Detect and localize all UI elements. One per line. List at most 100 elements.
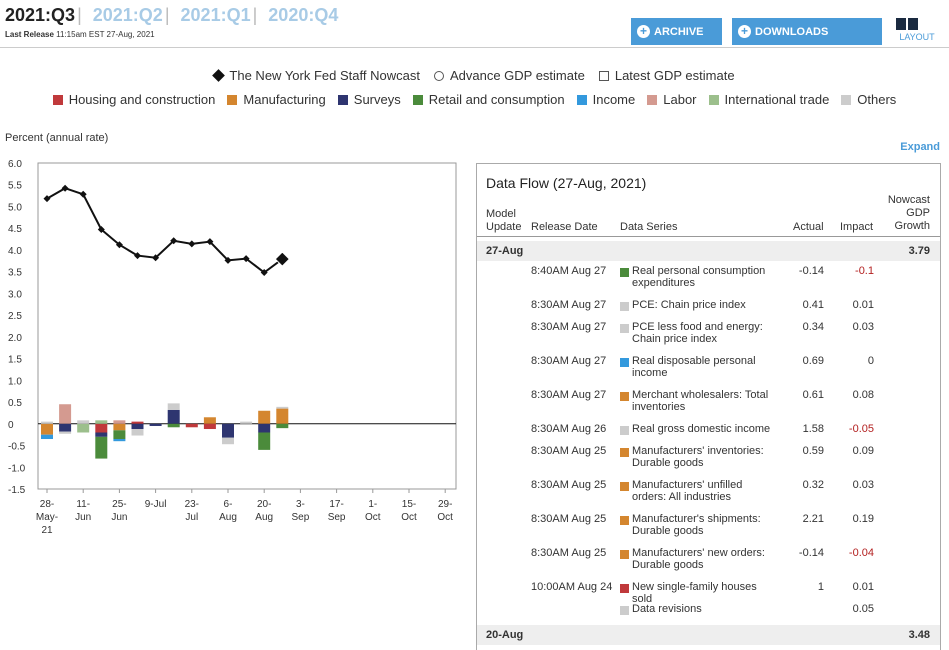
- table-row[interactable]: 8:30AM Aug 25Manufacturer's shipments: D…: [477, 513, 940, 547]
- group-row[interactable]: 20-Aug3.48: [477, 625, 940, 645]
- nowcast-point: [188, 240, 195, 247]
- table-row[interactable]: 8:30AM Aug 27PCE: Chain price index0.410…: [477, 299, 940, 321]
- table-row[interactable]: 8:30AM Aug 25Manufacturers' new orders: …: [477, 547, 940, 581]
- release-date: 8:30AM Aug 25: [531, 479, 606, 491]
- legend-label: Retail and consumption: [429, 92, 565, 107]
- nowcast-point: [80, 191, 87, 198]
- impact-bar-segment: [95, 437, 107, 459]
- x-tick-label: Jun: [75, 512, 91, 523]
- actual-value: -0.14: [799, 547, 824, 559]
- legend-advance[interactable]: Advance GDP estimate: [434, 68, 585, 83]
- color-swatch-icon: [338, 95, 348, 105]
- impact-value: 0.09: [853, 445, 874, 457]
- table-row[interactable]: 8:30AM Aug 25Manufacturers' inventories:…: [477, 445, 940, 479]
- actual-value: 0.69: [803, 355, 824, 367]
- legend-label: The New York Fed Staff Nowcast: [229, 68, 420, 83]
- actual-value: -0.14: [799, 265, 824, 277]
- tab-quarter-1[interactable]: 2021:Q3: [5, 5, 75, 26]
- table-row[interactable]: Data revisions0.05: [477, 603, 940, 625]
- layout-button[interactable]: LAYOUT: [894, 18, 940, 45]
- group-date: 27-Aug: [486, 241, 523, 261]
- x-tick-label: Jul: [185, 512, 198, 523]
- col-model-update: Model Update: [486, 208, 526, 234]
- tab-quarter-4[interactable]: 2020:Q4: [268, 5, 338, 26]
- impact-bar-segment: [113, 420, 125, 423]
- col-impact: Impact: [840, 221, 873, 233]
- legend-nowcast[interactable]: The New York Fed Staff Nowcast: [214, 68, 420, 83]
- legend-category[interactable]: Manufacturing: [227, 92, 325, 107]
- separator: |: [77, 5, 82, 25]
- legend-category[interactable]: Labor: [647, 92, 696, 107]
- legend-category[interactable]: Others: [841, 92, 896, 107]
- x-tick-label: 25-: [112, 499, 126, 510]
- expand-link[interactable]: Expand: [900, 141, 940, 153]
- table-row[interactable]: 10:00AM Aug 24New single-family houses s…: [477, 581, 940, 603]
- impact-value: 0.03: [853, 321, 874, 333]
- legend-category[interactable]: Retail and consumption: [413, 92, 565, 107]
- y-tick-label: 4.5: [8, 224, 22, 235]
- nowcast-point: [275, 252, 289, 266]
- group-date: 20-Aug: [486, 625, 523, 645]
- table-row[interactable]: 8:30AM Aug 27PCE less food and energy: C…: [477, 321, 940, 355]
- tab-quarter-2[interactable]: 2021:Q2: [93, 5, 163, 26]
- impact-bar-segment: [132, 424, 144, 429]
- x-tick-label: May-: [36, 512, 58, 523]
- data-series: Manufacturers' unfilled orders: All indu…: [632, 479, 772, 503]
- impact-bar-segment: [258, 432, 270, 449]
- group-row[interactable]: 27-Aug3.79: [477, 241, 940, 261]
- category-swatch-icon: [620, 324, 629, 333]
- legend-category[interactable]: International trade: [709, 92, 830, 107]
- x-tick-label: Oct: [437, 512, 453, 523]
- x-tick-label: 1-: [368, 499, 377, 510]
- y-tick-label: -1.0: [8, 463, 26, 474]
- x-tick-label: 23-: [185, 499, 199, 510]
- x-tick-label: Oct: [401, 512, 417, 523]
- top-bar: 2021:Q3| 2021:Q2| 2021:Q1| 2020:Q4 Last …: [0, 0, 949, 48]
- table-row[interactable]: 8:30AM Aug 25 Manufacturers' unfilled ord…: [477, 479, 940, 513]
- table-header: Model Update Release Date Data Series Ac…: [477, 194, 940, 237]
- downloads-label: DOWNLOADS: [755, 26, 828, 38]
- category-swatch-icon: [620, 448, 629, 457]
- legend-category[interactable]: Surveys: [338, 92, 401, 107]
- downloads-button[interactable]: + DOWNLOADS: [732, 18, 882, 45]
- table-row[interactable]: 8:40AM Aug 27Real personal consumption e…: [477, 265, 940, 299]
- x-tick-label: Oct: [365, 512, 381, 523]
- legend-category[interactable]: Housing and construction: [53, 92, 216, 107]
- impact-bar-segment: [240, 422, 252, 424]
- category-swatch-icon: [620, 584, 629, 593]
- x-tick-label: Jun: [111, 512, 127, 523]
- table-row[interactable]: 8:30AM Aug 26Real gross domestic income1…: [477, 423, 940, 445]
- impact-value: 0.03: [853, 479, 874, 491]
- legend-latest[interactable]: Latest GDP estimate: [599, 68, 735, 83]
- x-tick-label: 11-: [76, 499, 90, 510]
- nowcast-chart: 6.05.55.04.54.03.53.02.52.01.51.00.50-0.…: [0, 150, 470, 550]
- actual-value: 0.32: [803, 479, 824, 491]
- release-date: 10:00AM Aug 24: [531, 581, 612, 593]
- table-row[interactable]: 8:30AM Aug 27Real disposable personal in…: [477, 355, 940, 389]
- y-tick-label: 5.5: [8, 181, 22, 192]
- impact-value: 0: [868, 355, 874, 367]
- data-series: Merchant wholesalers: Total inventories: [632, 389, 772, 413]
- color-swatch-icon: [577, 95, 587, 105]
- table-row[interactable]: 8:30AM Aug 27Merchant wholesalers: Total…: [477, 389, 940, 423]
- data-series: Manufacturers' inventories: Durable good…: [632, 445, 772, 469]
- circle-icon: [434, 71, 444, 81]
- category-swatch-icon: [620, 516, 629, 525]
- impact-bar-segment: [113, 424, 125, 431]
- diamond-icon: [213, 69, 226, 82]
- impact-bar-segment: [258, 424, 270, 433]
- legend-category[interactable]: Income: [577, 92, 636, 107]
- archive-button[interactable]: + ARCHIVE: [631, 18, 722, 45]
- impact-value: -0.04: [849, 547, 874, 559]
- impact-bar-segment: [276, 407, 288, 409]
- quarter-tabs: 2021:Q3| 2021:Q2| 2021:Q1| 2020:Q4: [5, 5, 338, 26]
- tab-quarter-3[interactable]: 2021:Q1: [181, 5, 251, 26]
- color-swatch-icon: [413, 95, 423, 105]
- legend-label: Housing and construction: [69, 92, 216, 107]
- actual-value: 0.41: [803, 299, 824, 311]
- impact-value: -0.1: [855, 265, 874, 277]
- x-tick-label: 9-Jul: [145, 499, 167, 510]
- impact-value: 0.19: [853, 513, 874, 525]
- data-series: PCE less food and energy: Chain price in…: [632, 321, 772, 345]
- impact-bar-segment: [258, 411, 270, 424]
